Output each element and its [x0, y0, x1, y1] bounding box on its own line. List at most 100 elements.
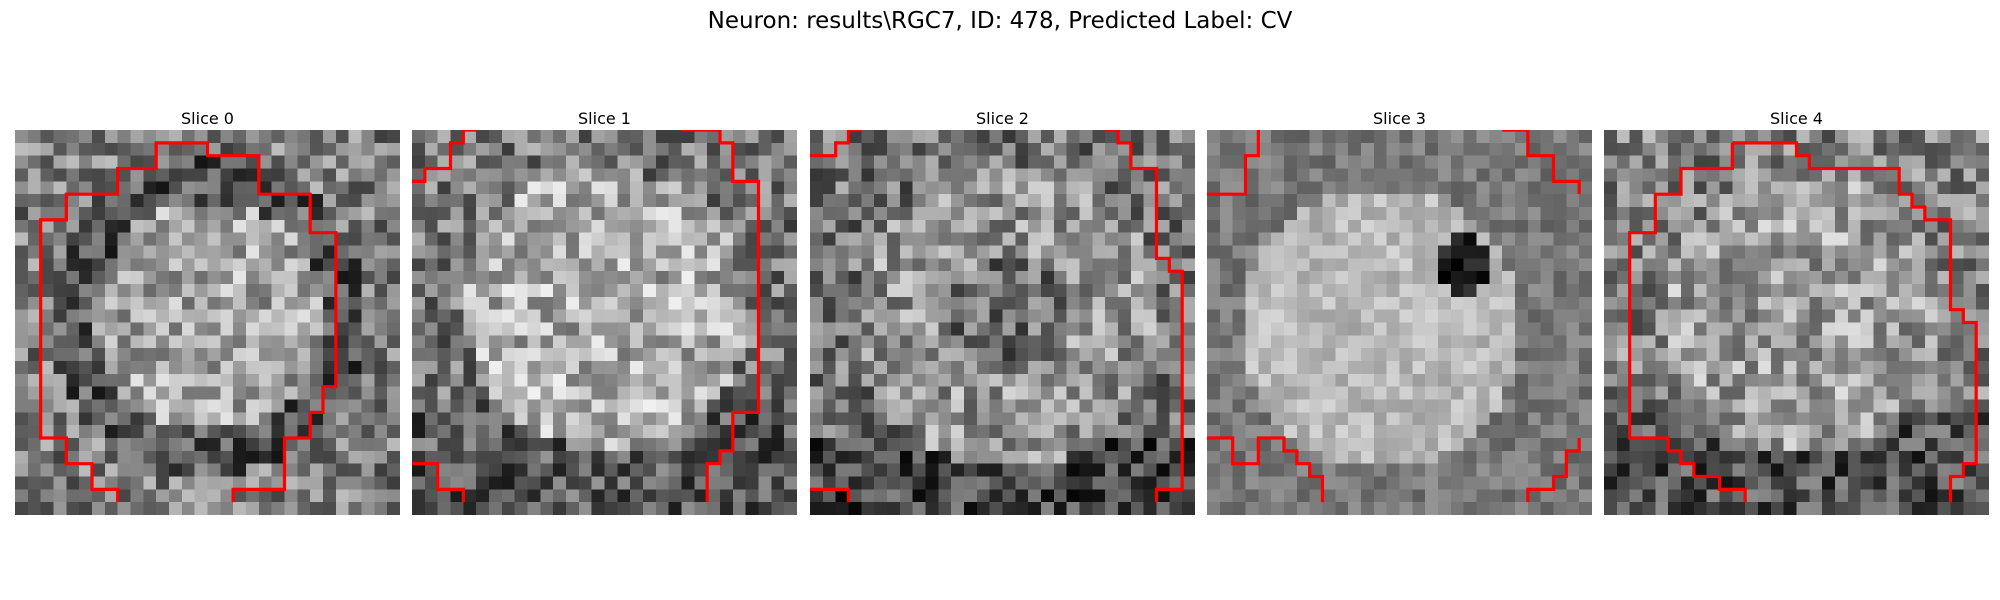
image-pixel	[912, 373, 926, 387]
image-pixel	[104, 386, 118, 400]
image-pixel	[1092, 271, 1106, 285]
image-pixel	[732, 361, 746, 375]
image-pixel	[1873, 322, 1887, 336]
image-pixel	[810, 207, 824, 221]
image-pixel	[1361, 412, 1375, 426]
image-pixel	[1515, 438, 1529, 452]
image-pixel	[1489, 425, 1503, 439]
image-pixel	[1258, 258, 1272, 272]
image-pixel	[489, 309, 503, 323]
image-pixel	[835, 322, 849, 336]
image-pixel	[874, 386, 888, 400]
image-pixel	[1015, 309, 1029, 323]
image-pixel	[220, 309, 234, 323]
image-pixel	[1309, 258, 1323, 272]
image-pixel	[246, 399, 260, 413]
image-pixel	[1322, 450, 1336, 464]
image-pixel	[1899, 335, 1913, 349]
image-pixel	[1284, 309, 1298, 323]
image-pixel	[476, 399, 490, 413]
image-pixel	[1579, 219, 1592, 233]
image-pixel	[92, 309, 106, 323]
image-pixel	[1706, 207, 1720, 221]
image-pixel	[450, 309, 464, 323]
image-pixel	[1463, 361, 1477, 375]
image-pixel	[1796, 335, 1810, 349]
image-pixel	[79, 476, 93, 490]
image-pixel	[668, 463, 682, 477]
image-pixel	[899, 207, 913, 221]
image-pixel	[1629, 309, 1643, 323]
image-pixel	[591, 194, 605, 208]
image-pixel	[874, 361, 888, 375]
image-pixel	[1066, 181, 1080, 195]
image-pixel	[1386, 438, 1400, 452]
image-pixel	[1309, 322, 1323, 336]
image-pixel	[1130, 425, 1144, 439]
image-pixel	[655, 155, 669, 169]
image-pixel	[1361, 296, 1375, 310]
image-pixel	[271, 386, 285, 400]
image-pixel	[874, 130, 888, 144]
image-pixel	[1322, 130, 1336, 144]
image-pixel	[1629, 335, 1643, 349]
image-pixel	[194, 245, 208, 259]
image-pixel	[1412, 348, 1426, 362]
image-pixel	[1847, 361, 1861, 375]
image-pixel	[143, 502, 157, 515]
image-pixel	[156, 232, 170, 246]
image-pixel	[1655, 322, 1669, 336]
image-pixel	[1899, 284, 1913, 298]
image-pixel	[117, 219, 131, 233]
image-pixel	[887, 232, 901, 246]
image-pixel	[925, 399, 939, 413]
image-pixel	[964, 463, 978, 477]
image-pixel	[1079, 130, 1093, 144]
image-pixel	[1143, 284, 1157, 298]
image-pixel	[1693, 386, 1707, 400]
image-pixel	[1899, 232, 1913, 246]
image-pixel	[15, 194, 29, 208]
image-pixel	[732, 194, 746, 208]
image-pixel	[668, 258, 682, 272]
image-pixel	[1309, 130, 1323, 144]
image-pixel	[1271, 168, 1285, 182]
image-pixel	[771, 207, 785, 221]
image-pixel	[1118, 207, 1132, 221]
image-pixel	[1732, 258, 1746, 272]
image-pixel	[578, 130, 592, 144]
image-pixel	[1681, 386, 1695, 400]
image-pixel	[694, 194, 708, 208]
image-pixel	[835, 194, 849, 208]
image-pixel	[591, 489, 605, 503]
image-pixel	[1745, 412, 1759, 426]
image-pixel	[1156, 438, 1170, 452]
image-pixel	[104, 232, 118, 246]
image-pixel	[1796, 142, 1810, 156]
image-pixel	[976, 361, 990, 375]
image-pixel	[1386, 168, 1400, 182]
image-pixel	[912, 271, 926, 285]
image-pixel	[246, 271, 260, 285]
image-pixel	[53, 194, 67, 208]
image-pixel	[1118, 194, 1132, 208]
image-pixel	[1681, 155, 1695, 169]
image-pixel	[1668, 502, 1682, 515]
image-pixel	[655, 284, 669, 298]
image-pixel	[1899, 450, 1913, 464]
image-pixel	[463, 207, 477, 221]
image-pixel	[271, 463, 285, 477]
image-pixel	[1156, 232, 1170, 246]
image-pixel	[1258, 463, 1272, 477]
image-pixel	[310, 502, 324, 515]
image-pixel	[810, 232, 824, 246]
image-pixel	[591, 130, 605, 144]
image-pixel	[1105, 271, 1119, 285]
image-pixel	[1873, 335, 1887, 349]
image-pixel	[1182, 335, 1195, 349]
image-pixel	[1143, 142, 1157, 156]
figure-title: Neuron: results\RGC7, ID: 478, Predicted…	[707, 8, 1293, 34]
image-pixel	[27, 438, 41, 452]
image-pixel	[1425, 322, 1439, 336]
image-pixel	[1822, 502, 1836, 515]
